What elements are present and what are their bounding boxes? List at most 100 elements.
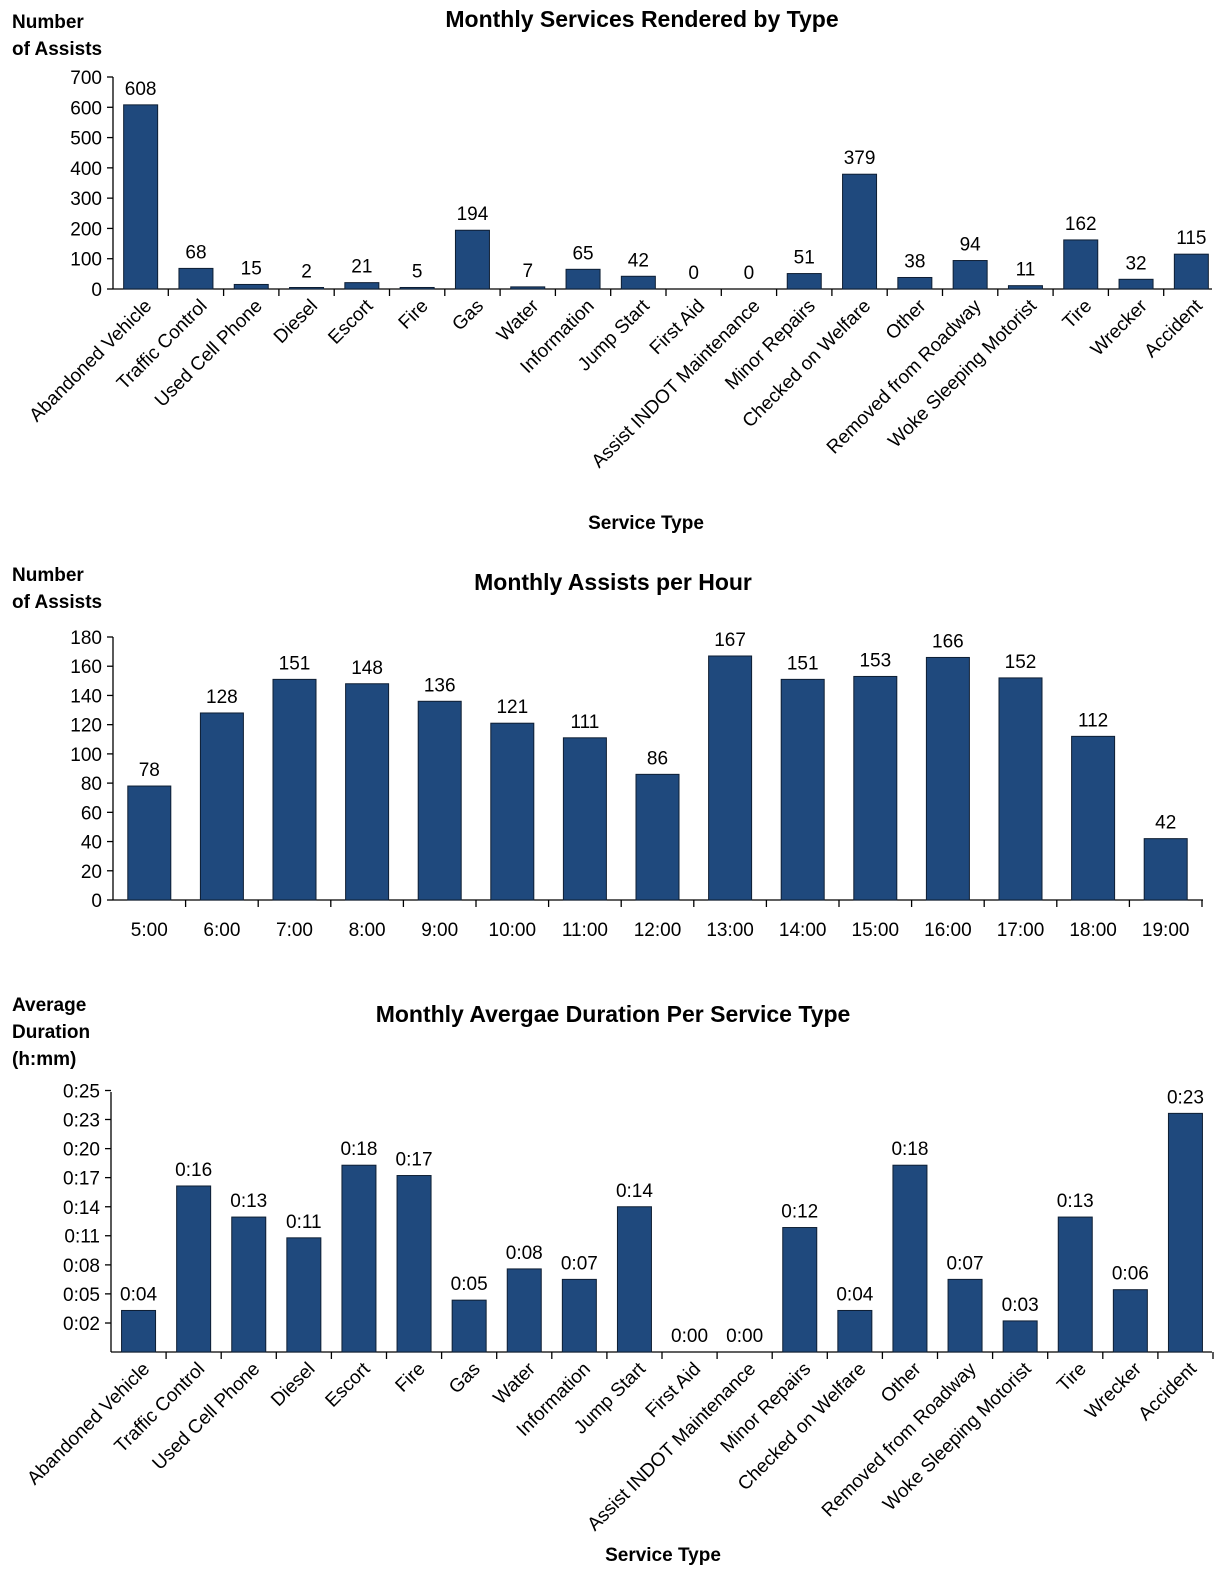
bar bbox=[1118, 278, 1154, 290]
x-category-label: 18:00 bbox=[1069, 920, 1117, 941]
bar bbox=[616, 1206, 652, 1353]
data-label: 68 bbox=[185, 242, 206, 263]
bar bbox=[897, 276, 933, 290]
x-category-label: 7:00 bbox=[276, 920, 313, 941]
bar bbox=[231, 1216, 267, 1353]
data-label: 65 bbox=[572, 243, 593, 264]
data-label: 167 bbox=[714, 630, 746, 651]
data-label: 151 bbox=[787, 653, 819, 674]
data-label: 0:00 bbox=[671, 1326, 708, 1347]
x-category-label: Diesel bbox=[267, 1359, 319, 1411]
bar bbox=[1057, 1216, 1093, 1353]
bar bbox=[233, 283, 269, 290]
bar bbox=[925, 656, 970, 901]
bar bbox=[123, 104, 159, 290]
data-label: 94 bbox=[960, 235, 982, 256]
data-label: 78 bbox=[139, 760, 160, 781]
data-label: 153 bbox=[859, 650, 891, 671]
x-category-label: Gas bbox=[448, 296, 487, 335]
bar bbox=[562, 737, 607, 901]
bar bbox=[451, 1299, 487, 1353]
bar bbox=[399, 286, 435, 290]
data-label: 0:13 bbox=[230, 1191, 267, 1212]
data-label: 0:18 bbox=[340, 1139, 377, 1160]
x-category-label: Tire bbox=[1053, 1359, 1090, 1396]
data-label: 42 bbox=[1155, 813, 1176, 834]
x-category-label: Tire bbox=[1059, 296, 1096, 333]
bar bbox=[1063, 239, 1099, 290]
data-label: 0:03 bbox=[1002, 1295, 1039, 1316]
chart-services: Monthly Services Rendered by Type Number o… bbox=[12, 6, 1212, 534]
data-label: 136 bbox=[424, 675, 456, 696]
y-axis-label: Average Duration (h:mm) bbox=[12, 995, 90, 1070]
data-label: 0:05 bbox=[451, 1274, 488, 1295]
x-category-label: 6:00 bbox=[203, 920, 240, 941]
y-tick-label: 300 bbox=[70, 189, 102, 210]
bar bbox=[1071, 735, 1116, 901]
data-label: 121 bbox=[496, 697, 528, 718]
bar bbox=[1167, 1112, 1203, 1353]
y-tick-label: 100 bbox=[70, 745, 102, 766]
y-tick-label: 0:25 bbox=[63, 1082, 100, 1103]
data-label: 42 bbox=[628, 250, 649, 271]
bar bbox=[782, 1227, 818, 1353]
data-label: 15 bbox=[241, 258, 262, 279]
data-label: 0:07 bbox=[561, 1253, 598, 1274]
x-category-label: Fire bbox=[395, 296, 433, 334]
bar bbox=[417, 700, 462, 901]
bar bbox=[1002, 1320, 1038, 1353]
bar bbox=[620, 275, 656, 290]
y-tick-label: 0 bbox=[91, 891, 102, 912]
bar bbox=[199, 712, 244, 901]
data-label: 21 bbox=[351, 257, 372, 278]
data-label: 0:23 bbox=[1167, 1087, 1204, 1108]
bar bbox=[341, 1164, 377, 1353]
data-label: 7 bbox=[522, 261, 533, 282]
bar bbox=[786, 273, 822, 290]
data-label: 51 bbox=[794, 248, 815, 269]
data-label: 0:16 bbox=[175, 1160, 212, 1181]
bar bbox=[998, 677, 1043, 901]
x-category-label: Diesel bbox=[270, 296, 322, 348]
bar bbox=[272, 678, 317, 901]
y-tick-label: 80 bbox=[81, 774, 102, 795]
data-label: 0:13 bbox=[1057, 1191, 1094, 1212]
data-label: 2 bbox=[301, 262, 312, 283]
y-tick-label: 500 bbox=[70, 129, 102, 150]
x-category-label: 11:00 bbox=[562, 920, 608, 941]
x-category-label: Other bbox=[877, 1358, 926, 1407]
bar bbox=[345, 683, 390, 901]
x-category-label: 15:00 bbox=[852, 920, 900, 941]
data-label: 0 bbox=[688, 263, 699, 284]
y-tick-label: 20 bbox=[81, 862, 102, 883]
bar bbox=[708, 655, 753, 901]
data-label: 0:12 bbox=[781, 1202, 818, 1223]
data-label: 0:18 bbox=[891, 1139, 928, 1160]
data-label: 32 bbox=[1125, 253, 1146, 274]
bar bbox=[892, 1164, 928, 1353]
chart-title: Monthly Assists per Hour bbox=[474, 569, 752, 595]
y-tick-label: 400 bbox=[70, 159, 102, 180]
y-tick-label: 0:05 bbox=[63, 1285, 100, 1306]
x-axis-label: Service Type bbox=[588, 513, 704, 534]
bar bbox=[565, 268, 601, 290]
bar bbox=[506, 1268, 542, 1353]
data-label: 11 bbox=[1016, 260, 1036, 281]
data-label: 151 bbox=[279, 653, 311, 674]
bar bbox=[1112, 1289, 1148, 1353]
x-category-label: Fire bbox=[392, 1359, 430, 1397]
chart-title: Monthly Services Rendered by Type bbox=[445, 6, 838, 32]
data-label: 5 bbox=[412, 261, 423, 282]
x-category-label: Escort bbox=[322, 1358, 375, 1411]
bar bbox=[842, 173, 878, 290]
data-label: 194 bbox=[457, 204, 489, 225]
bar bbox=[1173, 253, 1209, 290]
y-tick-label: 600 bbox=[70, 98, 102, 119]
data-label: 0:07 bbox=[947, 1253, 984, 1274]
chart-title: Monthly Avergae Duration Per Service Typ… bbox=[376, 1001, 851, 1027]
x-category-label: 19:00 bbox=[1142, 920, 1190, 941]
y-axis-label: Number of Assists bbox=[12, 12, 102, 60]
y-tick-label: 0:23 bbox=[63, 1110, 100, 1131]
y-tick-label: 40 bbox=[81, 833, 102, 854]
bar bbox=[780, 678, 825, 901]
